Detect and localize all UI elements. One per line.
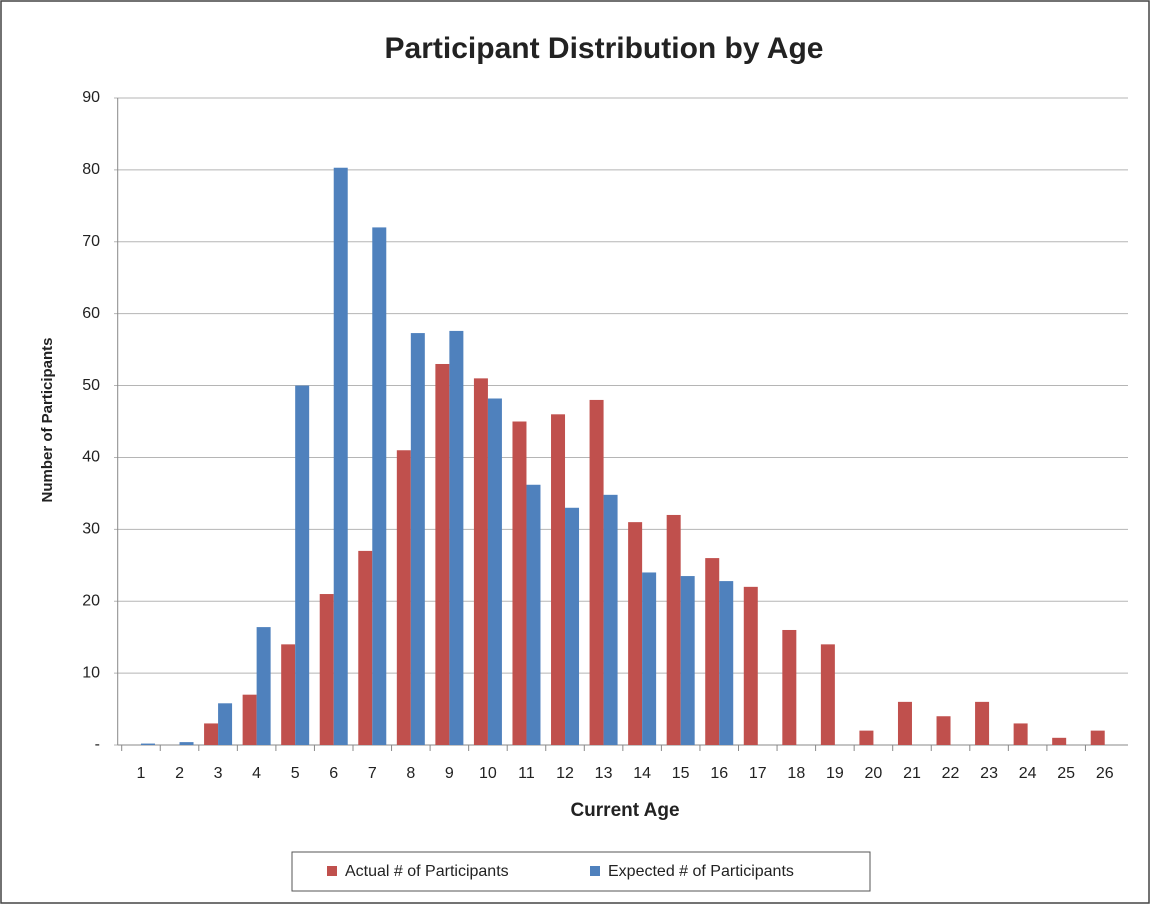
bar [319,594,334,745]
x-tick-label: 24 [1019,765,1037,782]
x-tick-label: 13 [595,765,613,782]
x-tick-label: 8 [406,765,415,782]
x-tick-label: 11 [518,765,535,782]
bar [140,743,155,745]
x-axis-title: Current Age [570,800,679,821]
x-tick-label: 7 [368,765,377,782]
bar [526,484,541,745]
y-tick-label: 50 [82,377,100,394]
bar [372,227,387,745]
bar [551,414,566,745]
bar [333,167,348,745]
y-tick-label: 60 [82,305,100,322]
y-axis-title: Number of Participants [39,337,56,502]
bar [512,421,527,745]
x-tick-label: 1 [137,765,146,782]
x-tick-label: 16 [710,765,728,782]
bar [358,550,373,745]
y-tick-label: - [95,736,100,753]
bar [565,507,580,745]
bar [256,627,271,745]
x-tick-label: 20 [865,765,883,782]
bar [719,581,734,745]
bar [1052,737,1067,745]
y-tick-label: 20 [82,592,100,609]
legend-label: Expected # of Participants [608,863,794,880]
bar [204,723,219,745]
bar [179,742,194,745]
x-tick-label: 2 [175,765,184,782]
x-tick-label: 26 [1096,765,1114,782]
x-tick-label: 25 [1057,765,1075,782]
y-tick-label: 10 [82,664,100,681]
bar [218,703,233,745]
bar [666,514,681,745]
bar [410,333,425,745]
x-tick-label: 5 [291,765,300,782]
legend-box [291,851,871,892]
x-tick-label: 19 [826,765,844,782]
x-tick-label: 10 [479,765,497,782]
bar [473,378,488,745]
y-tick-label: 70 [82,233,100,250]
bar [603,494,618,745]
y-tick-label: 40 [82,449,100,466]
x-tick-label: 6 [329,765,338,782]
bar [680,576,695,745]
bar [975,701,990,745]
bar [242,694,257,745]
x-tick-label: 4 [252,765,261,782]
bar [782,629,797,745]
x-tick-label: 21 [903,765,921,782]
x-tick-label: 3 [214,765,223,782]
x-tick-label: 14 [633,765,651,782]
bar [1090,730,1105,745]
bar [628,522,643,745]
bar [589,399,604,745]
bar [449,330,464,745]
bar [859,730,874,745]
x-tick-label: 9 [445,765,454,782]
chart-title: Participant Distribution by Age [385,32,824,65]
x-tick-label: 22 [942,765,960,782]
bar [435,363,450,745]
bar [281,644,296,745]
bar [487,398,502,745]
bar [396,450,411,745]
x-tick-label: 12 [556,765,574,782]
bar [936,716,951,745]
legend-label: Actual # of Participants [345,863,509,880]
bar [897,701,912,745]
bar [642,572,657,745]
legend-swatch [327,866,337,876]
x-tick-label: 23 [980,765,998,782]
bar [1013,723,1028,745]
x-tick-label: 17 [749,765,767,782]
bar [705,558,720,745]
y-tick-label: 30 [82,521,100,538]
x-tick-label: 18 [787,765,805,782]
bar [743,586,758,745]
legend-swatch [590,866,600,876]
y-tick-label: 90 [82,89,100,106]
bar [295,385,310,745]
x-tick-label: 15 [672,765,690,782]
y-tick-label: 80 [82,161,100,178]
bar [820,644,835,745]
